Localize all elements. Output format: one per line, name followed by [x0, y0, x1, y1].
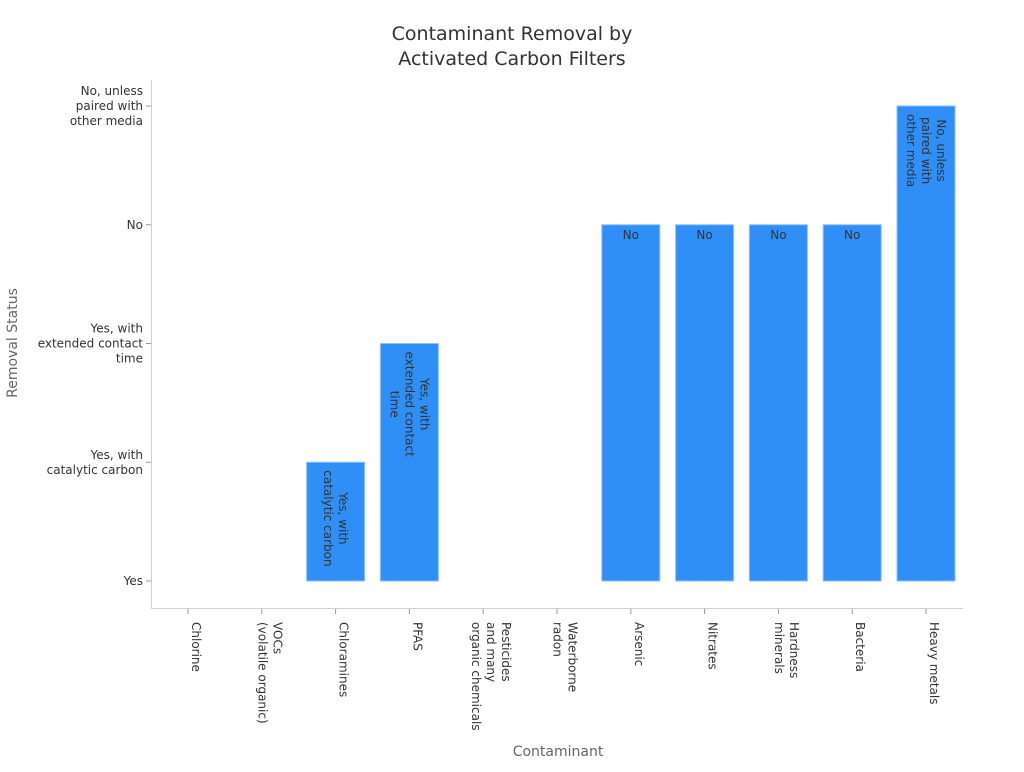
y-tick-label: Yes, with extended contact time: [38, 322, 144, 366]
bar: [675, 224, 735, 582]
bar-data-label: Yes, withextended contacttime: [387, 352, 431, 458]
y-axis-label: Removal Status: [5, 288, 21, 398]
x-tick-label: Heavy metals: [927, 622, 941, 705]
bar-data-label: No: [623, 228, 639, 242]
x-tick-label: Arsenic: [632, 622, 646, 666]
x-tick-label: Hardnessminerals: [772, 622, 801, 678]
bar: [601, 224, 661, 582]
bar: [306, 461, 366, 582]
bar: [822, 224, 882, 582]
y-tick-label: No: [127, 218, 143, 232]
x-tick-label: Pesticidesand manyorganic chemicals: [469, 622, 513, 731]
x-tick-label: Chlorine: [189, 622, 203, 672]
chart-title: Contaminant Removal by Activated Carbon F…: [392, 23, 633, 70]
bar-data-label: Yes, withcatalytic carbon: [321, 470, 350, 566]
x-tick-label: Nitrates: [706, 622, 720, 670]
x-tick-label: VOCs(volatile organic): [255, 622, 284, 724]
x-tick-label: PFAS: [410, 622, 424, 651]
bar-data-label: No: [770, 228, 786, 242]
bar-data-label: No, unlesspaired withother media: [904, 114, 948, 187]
x-tick-label: Waterborneradon: [551, 622, 580, 692]
bar-data-label: No: [844, 228, 860, 242]
x-tick-label: Bacteria: [853, 622, 867, 672]
y-tick-label: Yes, with catalytic carbon: [47, 448, 143, 477]
bar: [748, 224, 808, 582]
x-tick-label: Chloramines: [337, 622, 351, 697]
y-tick-label: Yes: [123, 574, 143, 588]
bar: [896, 105, 956, 582]
y-tick-label: No, unless paired with other media: [70, 84, 143, 128]
x-axis-label: Contaminant: [513, 744, 604, 760]
bar: [379, 343, 439, 582]
bar-data-label: No: [696, 228, 712, 242]
